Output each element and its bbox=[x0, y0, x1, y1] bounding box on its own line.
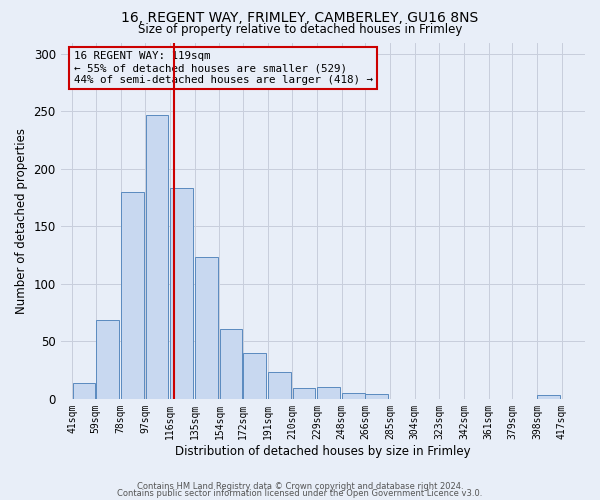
Bar bbox=[73, 382, 95, 399]
Bar bbox=[268, 372, 290, 399]
Bar bbox=[342, 393, 365, 399]
Bar bbox=[146, 115, 169, 399]
Bar bbox=[365, 394, 388, 399]
Bar bbox=[170, 188, 193, 399]
Bar bbox=[220, 328, 242, 399]
Bar bbox=[96, 320, 119, 399]
Text: Contains HM Land Registry data © Crown copyright and database right 2024.: Contains HM Land Registry data © Crown c… bbox=[137, 482, 463, 491]
Bar bbox=[317, 388, 340, 399]
Bar bbox=[121, 192, 143, 399]
Bar bbox=[243, 353, 266, 399]
Text: Contains public sector information licensed under the Open Government Licence v3: Contains public sector information licen… bbox=[118, 489, 482, 498]
Bar bbox=[195, 258, 218, 399]
X-axis label: Distribution of detached houses by size in Frimley: Distribution of detached houses by size … bbox=[175, 444, 470, 458]
Y-axis label: Number of detached properties: Number of detached properties bbox=[15, 128, 28, 314]
Text: 16 REGENT WAY: 119sqm
← 55% of detached houses are smaller (529)
44% of semi-det: 16 REGENT WAY: 119sqm ← 55% of detached … bbox=[74, 52, 373, 84]
Text: 16, REGENT WAY, FRIMLEY, CAMBERLEY, GU16 8NS: 16, REGENT WAY, FRIMLEY, CAMBERLEY, GU16… bbox=[121, 12, 479, 26]
Bar bbox=[293, 388, 316, 399]
Text: Size of property relative to detached houses in Frimley: Size of property relative to detached ho… bbox=[138, 22, 462, 36]
Bar bbox=[537, 396, 560, 399]
